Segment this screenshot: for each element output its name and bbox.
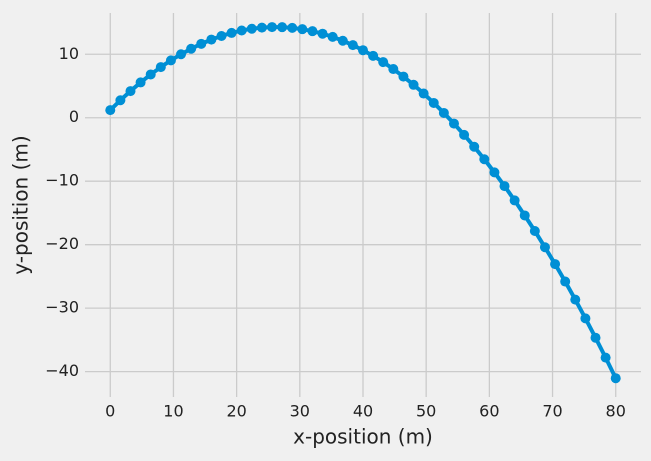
marker (176, 49, 187, 60)
marker (539, 242, 550, 253)
marker (236, 25, 247, 36)
marker (196, 38, 207, 49)
marker (125, 86, 136, 97)
marker (580, 313, 591, 324)
marker (226, 27, 237, 38)
marker (105, 105, 116, 116)
x-tick-label: 80 (606, 402, 626, 421)
marker (509, 195, 520, 206)
marker (418, 88, 429, 99)
marker (287, 22, 298, 33)
x-tick-label: 0 (105, 402, 115, 421)
marker (145, 69, 156, 80)
marker (479, 154, 490, 165)
marker (165, 55, 176, 66)
marker (216, 30, 227, 41)
y-tick-label: 10 (59, 44, 79, 63)
x-tick-label: 70 (542, 402, 562, 421)
marker (550, 259, 561, 270)
marker (459, 129, 470, 140)
marker (307, 26, 318, 37)
marker (408, 79, 419, 90)
marker (469, 141, 480, 152)
marker (519, 210, 530, 221)
y-axis-label: y-position (m) (9, 135, 33, 274)
marker (428, 97, 439, 108)
grid (85, 13, 641, 397)
marker (267, 22, 278, 33)
y-tick-label: −20 (45, 234, 79, 253)
y-tick-label: −40 (45, 361, 79, 380)
x-tick-label: 40 (353, 402, 373, 421)
y-tick-label: −30 (45, 298, 79, 317)
marker (570, 294, 581, 305)
marker (186, 43, 197, 54)
x-tick-label: 10 (163, 402, 183, 421)
marker (489, 167, 500, 178)
y-tick-label: −10 (45, 171, 79, 190)
marker (388, 64, 399, 75)
marker (337, 35, 348, 46)
marker (347, 40, 358, 51)
marker (560, 276, 571, 287)
y-tick-label: 0 (69, 107, 79, 126)
marker (277, 22, 288, 33)
marker (499, 181, 510, 192)
marker (368, 50, 379, 61)
x-tick-label: 60 (479, 402, 499, 421)
marker (115, 95, 126, 106)
marker (448, 118, 459, 129)
marker (529, 226, 540, 237)
marker (317, 28, 328, 39)
marker (358, 45, 368, 56)
x-tick-label: 50 (416, 402, 436, 421)
marker (590, 332, 601, 343)
x-tick-label: 20 (226, 402, 246, 421)
marker (135, 77, 146, 88)
marker (600, 352, 611, 363)
marker (206, 34, 217, 45)
marker (256, 22, 267, 33)
x-tick-label: 30 (290, 402, 310, 421)
marker (155, 62, 166, 73)
marker (610, 373, 621, 384)
marker (398, 71, 409, 82)
marker (297, 24, 308, 35)
marker (327, 31, 338, 42)
marker (246, 23, 257, 34)
marker (438, 107, 449, 118)
x-axis-label: x-position (m) (293, 425, 433, 449)
marker (378, 57, 389, 68)
